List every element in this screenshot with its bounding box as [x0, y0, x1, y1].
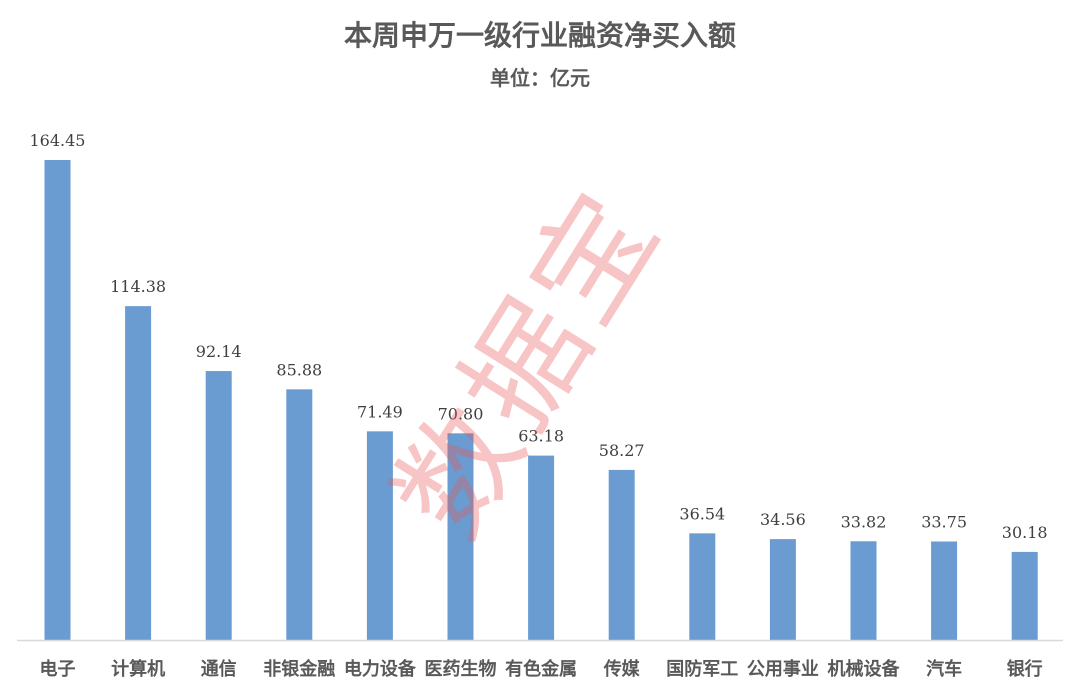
bar — [447, 433, 474, 640]
x-tick-label: 国防军工 — [666, 658, 738, 680]
data-label: 70.80 — [438, 404, 484, 423]
data-label: 85.88 — [276, 360, 322, 379]
bar — [44, 160, 71, 640]
x-tick-label: 汽车 — [926, 658, 962, 680]
bar — [769, 539, 796, 640]
x-tick-label: 公用事业 — [747, 658, 819, 680]
x-tick-label: 电子 — [40, 658, 76, 680]
x-tick-label: 医药生物 — [425, 658, 497, 680]
bar — [850, 541, 877, 640]
data-label: 63.18 — [518, 427, 564, 446]
x-tick-label: 通信 — [201, 658, 237, 680]
chart-subtitle: 单位：亿元 — [490, 66, 590, 90]
bar — [125, 306, 152, 640]
data-label: 58.27 — [599, 441, 645, 460]
bar — [286, 389, 313, 640]
x-tick-label: 传媒 — [603, 658, 641, 680]
chart-title: 本周申万一级行业融资净买入额 — [343, 19, 736, 52]
x-tick-label: 机械设备 — [828, 658, 901, 680]
bar — [1011, 551, 1038, 640]
x-tick-label: 电力设备 — [344, 658, 417, 680]
data-label: 164.45 — [30, 131, 86, 150]
bar — [608, 469, 635, 640]
bar — [689, 533, 716, 640]
data-label: 30.18 — [1002, 523, 1048, 542]
data-label: 92.14 — [196, 342, 242, 361]
x-tick-label: 计算机 — [111, 658, 165, 680]
data-label: 36.54 — [679, 504, 725, 523]
x-tick-label: 有色金属 — [505, 658, 577, 680]
x-tick-label: 银行 — [1007, 658, 1043, 680]
bar — [528, 455, 555, 640]
bar — [931, 541, 958, 640]
data-label: 34.56 — [760, 510, 806, 529]
bar — [205, 371, 232, 640]
x-tick-label: 非银金融 — [263, 658, 335, 680]
bar — [366, 431, 393, 640]
data-label: 33.75 — [921, 512, 967, 531]
data-label: 114.38 — [110, 277, 166, 296]
data-label: 33.82 — [841, 512, 887, 531]
data-label: 71.49 — [357, 402, 403, 421]
